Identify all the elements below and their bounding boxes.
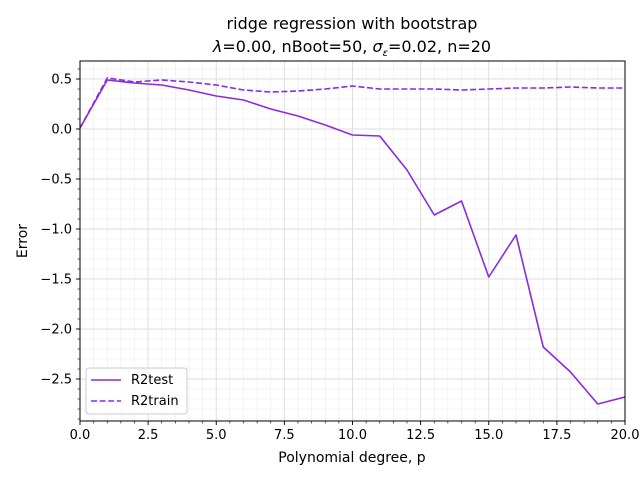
legend-label-r2test: R2test <box>131 373 173 388</box>
y-tick-label: −2.5 <box>40 373 72 388</box>
x-tick-label: 7.5 <box>274 428 295 443</box>
legend: R2test R2train <box>85 367 188 415</box>
x-tick-label: 15.0 <box>474 428 503 443</box>
ticks: 0.0 2.5 5.0 7.5 10.0 12.5 15.0 17.5 20.0 0.5 0.0 −0… <box>40 68 640 443</box>
series-line-r2train <box>79 77 625 129</box>
y-tick-label: 0.5 <box>51 73 72 88</box>
title-lambda-symbol: λ <box>212 37 222 56</box>
legend-label-r2train: R2train <box>131 394 179 409</box>
y-tick-label: −1.0 <box>40 223 72 238</box>
series-lines <box>79 77 626 405</box>
x-tick-label: 0.0 <box>70 428 91 443</box>
y-tick-label: −2.0 <box>40 323 72 338</box>
y-axis-label: Error <box>15 224 31 258</box>
x-tick-label: 20.0 <box>611 428 640 443</box>
title-sigma-subscript: ε <box>383 48 389 59</box>
y-tick-label: −1.5 <box>40 273 72 288</box>
chart-title-line2: λ=0.00, nBoot=50, σε=0.02, n=20 <box>212 37 491 59</box>
x-tick-label: 2.5 <box>138 428 159 443</box>
x-tick-label: 5.0 <box>206 428 227 443</box>
x-tick-label: 17.5 <box>542 428 571 443</box>
title-lambda-text: =0.00, nBoot=50, <box>222 37 372 56</box>
x-tick-label: 12.5 <box>406 428 435 443</box>
title-sigma-symbol: σ <box>372 37 383 56</box>
grid <box>79 61 626 421</box>
title-sigma-text: =0.02, n=20 <box>388 37 491 56</box>
y-tick-label: −0.5 <box>40 173 72 188</box>
chart-title-line1: ridge regression with bootstrap <box>227 14 478 33</box>
series-line-r2test <box>79 79 626 405</box>
x-axis-label: Polynomial degree, p <box>278 450 426 466</box>
x-tick-label: 10.0 <box>338 428 367 443</box>
y-tick-label: 0.0 <box>51 123 72 138</box>
